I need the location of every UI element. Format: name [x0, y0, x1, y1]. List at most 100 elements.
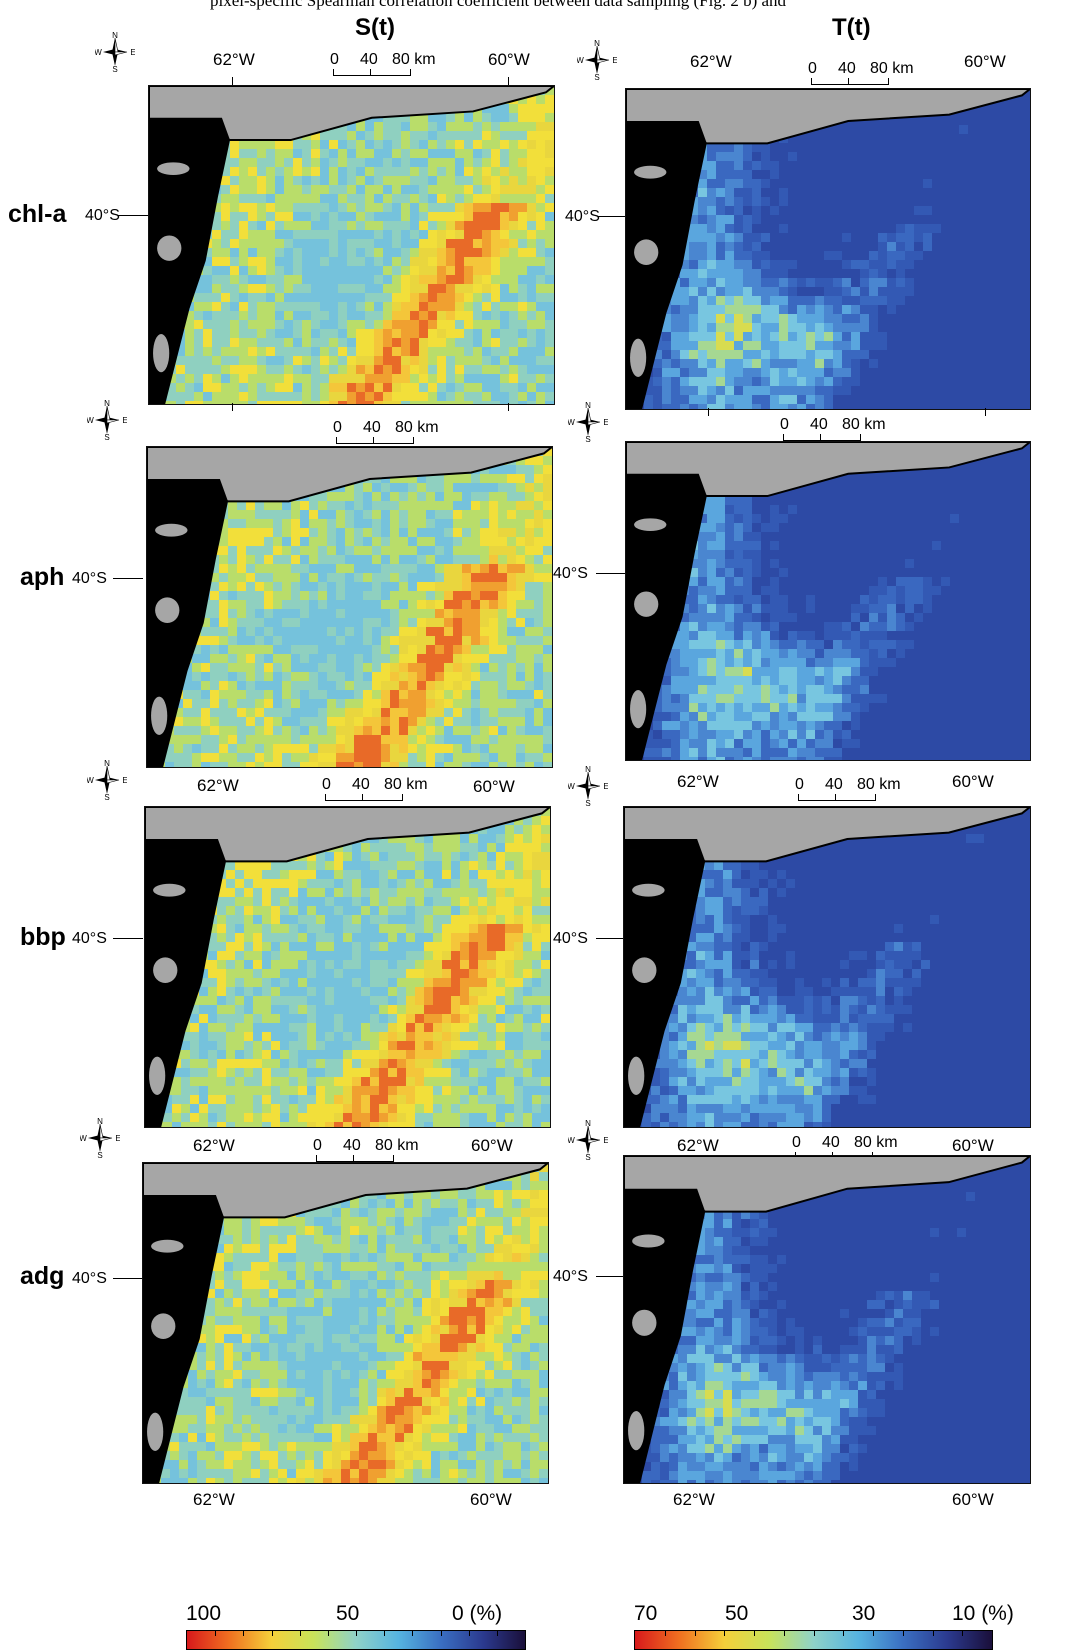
colorbar-tick [932, 1631, 934, 1636]
scale-label: 0 [313, 1137, 322, 1154]
colorbar-tick [468, 1631, 470, 1636]
lon-tick [508, 403, 509, 411]
compass-svg: N S W E [94, 31, 135, 74]
map-field [624, 807, 1030, 1127]
compass-w-label: W [577, 56, 584, 65]
lon-label-east: 60°W [473, 777, 515, 796]
lon-label-west: 62°W [213, 50, 255, 69]
compass-e-label: E [612, 56, 617, 65]
scale-bar: 0 40 80 km [330, 51, 450, 76]
row-label-adg: adg [20, 1262, 65, 1290]
lat-label: 40°S [553, 930, 588, 947]
compass-s-label: S [585, 1153, 590, 1160]
compass-n-label: N [585, 402, 591, 410]
compass-svg: N S W E [567, 765, 608, 808]
scale-label: 80 km [395, 419, 439, 436]
colorbar-tick [962, 1631, 964, 1636]
map-panel-s-adg [142, 1162, 549, 1484]
scale-label: 0 [780, 416, 789, 433]
colorbar-tick [754, 1631, 755, 1636]
map-field [147, 447, 552, 767]
compass-svg: N S W E [86, 399, 127, 442]
map-panel-t-bbp [623, 806, 1031, 1128]
compass-n-label: N [585, 766, 591, 774]
scale-label: 80 km [842, 416, 886, 433]
compass-w-label: W [87, 416, 94, 425]
row-label-aph: aph [20, 563, 65, 591]
lat-label: 40°S [565, 208, 600, 225]
compass-n-label: N [594, 40, 600, 48]
compass-rose-icon: N S W E [94, 31, 135, 74]
scale-label: 80 km [857, 776, 901, 793]
map-panel-t-chl-a [625, 88, 1031, 410]
scale-line [336, 437, 414, 444]
colorbar-left-label: 0 (%) [452, 1602, 503, 1625]
scale-label: 80 km [375, 1137, 419, 1154]
scale-bar: 0 40 80 km [795, 776, 915, 801]
colorbar-right-label: 50 [725, 1602, 749, 1625]
scale-label: 40 [343, 1137, 361, 1154]
compass-s-label: S [585, 799, 590, 806]
compass-rose-icon: N S W E [86, 759, 127, 802]
compass-rose-icon: N S W E [567, 1119, 608, 1162]
scale-label: 40 [825, 776, 843, 793]
compass-e-label: E [115, 1134, 120, 1143]
lon-label-west: 62°W [673, 1490, 715, 1509]
lon-label-west: 62°W [677, 1136, 719, 1155]
map-field [626, 89, 1030, 409]
map-field [143, 1163, 548, 1483]
compass-s-label: S [112, 65, 117, 72]
colorbar-tick [873, 1631, 874, 1636]
compass-svg: N S W E [567, 1119, 608, 1162]
colorbar-tick [384, 1631, 386, 1636]
compass-n-label: N [104, 760, 110, 768]
map-field [149, 86, 554, 404]
scale-mid-tick [362, 794, 363, 800]
compass-rose-icon: N S W E [86, 399, 127, 442]
colorbar-right-label: 70 [634, 1602, 658, 1625]
lon-label-east: 60°W [470, 1490, 512, 1509]
compass-w-label: W [568, 1136, 575, 1145]
compass-e-label: E [603, 418, 608, 427]
map-field [624, 1156, 1030, 1483]
top-caption: pixel-specific Spearman correlation coef… [210, 0, 787, 10]
lon-tick [508, 77, 509, 85]
compass-w-label: W [80, 1134, 87, 1143]
compass-w-label: W [568, 418, 575, 427]
scale-line [333, 69, 411, 76]
compass-rose-icon: N S W E [576, 39, 617, 82]
lon-label-east: 60°W [471, 1136, 513, 1155]
map-panel-s-chl-a [148, 85, 555, 405]
lat-tick [596, 938, 626, 939]
lat-tick [118, 215, 148, 216]
lon-label-east: 60°W [488, 50, 530, 69]
lon-label-east: 60°W [952, 772, 994, 791]
scale-mid-tick [835, 794, 836, 800]
compass-w-label: W [568, 782, 575, 791]
colorbar-tick [783, 1631, 785, 1636]
scale-bar: 0 40 80 km [780, 416, 900, 441]
map-field [145, 807, 550, 1127]
lat-label: 40°S [553, 1268, 588, 1285]
colorbar-tick [694, 1631, 696, 1636]
lon-tick [232, 77, 233, 85]
compass-n-label: N [585, 1120, 591, 1128]
compass-svg: N S W E [567, 401, 608, 444]
colorbar-tick [299, 1631, 301, 1636]
scale-label: 0 [333, 419, 342, 436]
compass-n-label: N [97, 1118, 103, 1126]
colorbar-tick [243, 1631, 245, 1636]
lon-tick [232, 403, 233, 411]
colorbar-tick [843, 1631, 845, 1636]
compass-rose-icon: N S W E [79, 1117, 120, 1160]
scale-mid-tick [370, 69, 371, 75]
compass-n-label: N [104, 400, 110, 408]
compass-svg: N S W E [79, 1117, 120, 1160]
top-caption-clip: pixel-specific Spearman correlation coef… [0, 0, 1081, 18]
lat-tick [113, 938, 143, 939]
lat-label: 40°S [85, 207, 120, 224]
lon-label-west: 62°W [690, 52, 732, 71]
scale-label: 40 [360, 51, 378, 68]
compass-rose-icon: N S W E [567, 765, 608, 808]
lat-tick [598, 216, 628, 217]
